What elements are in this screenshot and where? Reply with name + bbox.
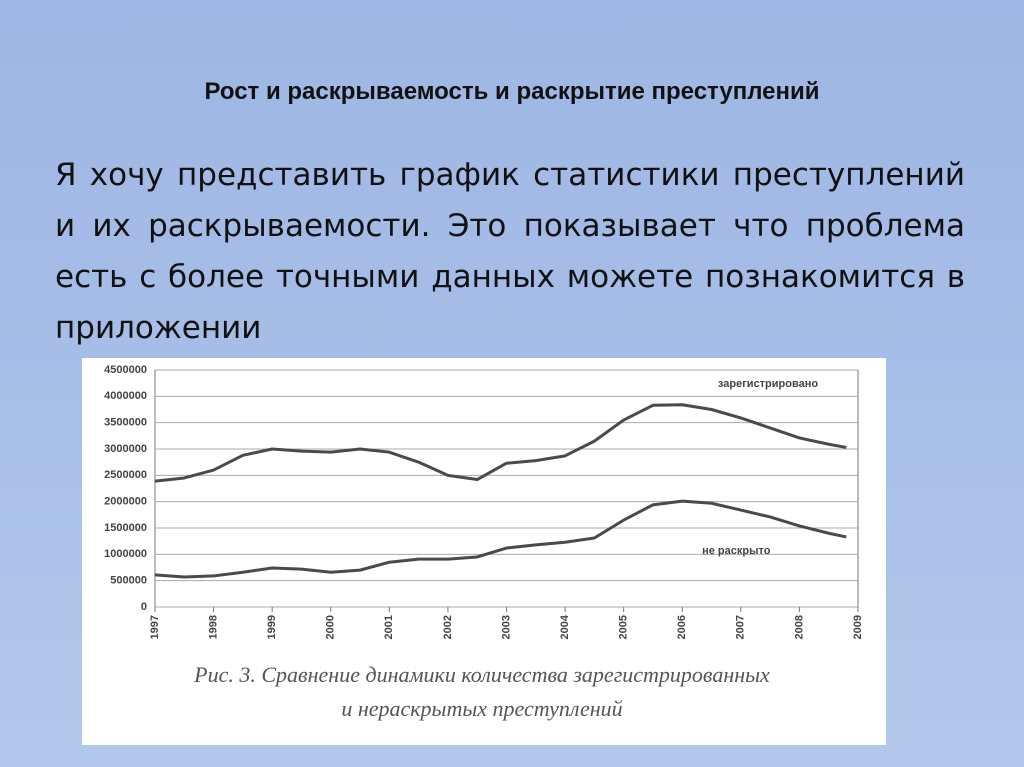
slide-title: Рост и раскрываемость и раскрытие престу… (204, 78, 820, 105)
slide-body: Я хочу представить график статистики пре… (55, 157, 965, 346)
y-tick-label: 1500000 (104, 522, 147, 534)
series-label: зарегистрировано (718, 378, 818, 390)
chart: Рис. 3. Сравнение динамики количества за… (104, 364, 864, 721)
x-tick-label: 2000 (325, 615, 337, 639)
y-tick-label: 2500000 (104, 469, 147, 481)
x-tick-label: 2007 (735, 615, 747, 639)
x-tick-label: 1998 (207, 615, 219, 639)
caption: и нераскрытых преступлений (341, 696, 622, 721)
y-tick-label: 1000000 (104, 548, 147, 560)
y-tick-label: 2000000 (104, 496, 147, 508)
x-tick-label: 1997 (149, 615, 161, 639)
x-tick-label: 2008 (793, 615, 805, 639)
x-tick-label: 2006 (676, 615, 688, 639)
plot-frame (154, 369, 859, 608)
y-tick-label: 3500000 (104, 417, 147, 429)
x-tick-label: 1999 (266, 615, 278, 639)
y-tick-label: 4500000 (104, 364, 147, 376)
caption: Рис. 3. Сравнение динамики количества за… (193, 662, 770, 687)
y-tick-label: 3000000 (104, 443, 147, 455)
x-tick-label: 2004 (559, 614, 571, 639)
x-tick-label: 2005 (618, 615, 630, 639)
chart-box: Рис. 3. Сравнение динамики количества за… (82, 358, 886, 745)
x-tick-label: 2001 (383, 615, 395, 639)
y-tick-label: 0 (141, 601, 147, 613)
x-tick-label: 2002 (442, 615, 454, 639)
series-line (154, 499, 847, 579)
y-tick-label: 500000 (110, 575, 147, 587)
series-line (154, 403, 847, 483)
x-tick-label: 2009 (852, 615, 864, 639)
x-tick-label: 2003 (500, 615, 512, 639)
series-label: не раскрыто (702, 545, 771, 557)
y-tick-label: 4000000 (104, 390, 147, 402)
